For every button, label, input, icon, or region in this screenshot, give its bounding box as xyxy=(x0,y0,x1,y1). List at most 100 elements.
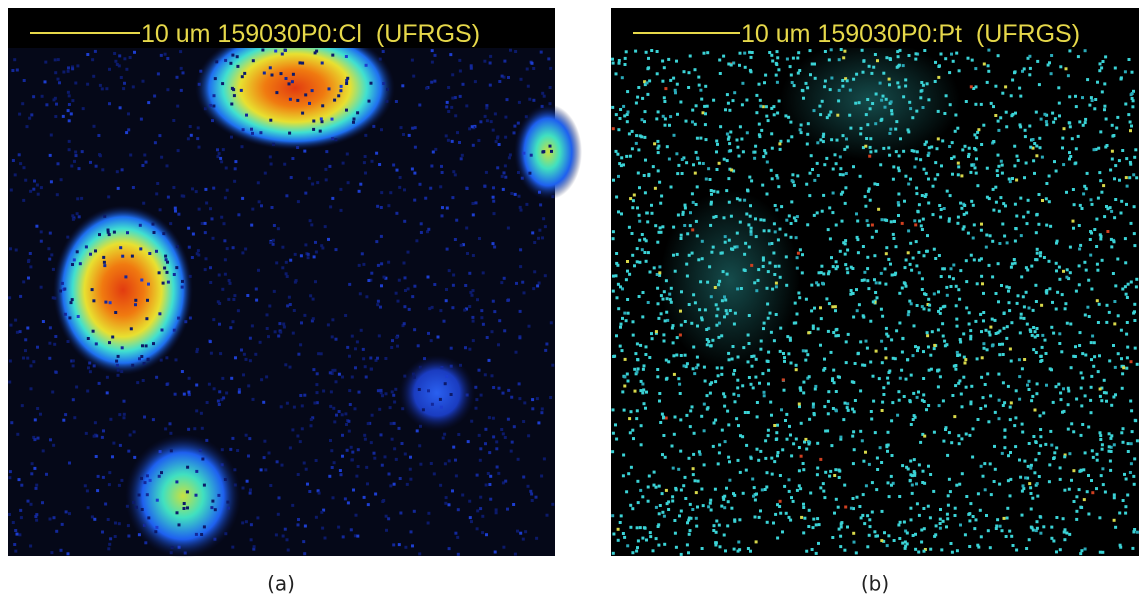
noise-dot xyxy=(447,547,451,551)
noise-dot xyxy=(394,457,398,461)
noise-dot xyxy=(787,214,791,218)
noise-dot xyxy=(229,447,233,451)
noise-dot xyxy=(667,157,671,161)
noise-dot xyxy=(212,387,216,391)
noise-dot xyxy=(747,314,751,317)
noise-dot xyxy=(932,430,936,434)
noise-dot xyxy=(971,427,975,431)
noise-dot xyxy=(158,450,162,454)
noise-dot xyxy=(837,58,841,62)
noise-dot xyxy=(1050,368,1053,372)
noise-dot xyxy=(626,110,630,114)
noise-dot xyxy=(827,270,831,274)
noise-dot xyxy=(186,137,190,141)
noise-dot xyxy=(298,440,302,444)
noise-dot xyxy=(369,367,373,371)
noise-dot xyxy=(48,517,52,521)
noise-dot xyxy=(662,339,666,343)
noise-dot xyxy=(937,404,941,408)
noise-dot xyxy=(789,222,793,225)
noise-dot xyxy=(337,94,341,98)
noise-dot xyxy=(408,467,412,471)
noise-dot xyxy=(1100,386,1104,390)
noise-dot xyxy=(1078,247,1082,251)
noise-dot xyxy=(770,413,773,417)
noise-dot xyxy=(789,518,793,522)
noise-dot xyxy=(507,298,510,302)
noise-dot xyxy=(838,155,842,159)
noise-dot xyxy=(673,519,677,522)
noise-dot xyxy=(708,265,712,269)
noise-dot xyxy=(648,531,652,535)
noise-dot xyxy=(700,547,704,550)
noise-dot xyxy=(976,543,980,547)
noise-dot xyxy=(1100,399,1104,403)
noise-dot xyxy=(1026,56,1030,60)
noise-dot xyxy=(1125,356,1129,360)
noise-dot xyxy=(834,409,838,413)
noise-dot xyxy=(624,319,628,323)
noise-dot xyxy=(317,491,321,495)
noise-dot xyxy=(269,484,273,487)
noise-dot xyxy=(1127,113,1131,117)
noise-dot xyxy=(983,462,987,466)
noise-dot xyxy=(962,332,966,336)
noise-dot xyxy=(663,123,667,127)
noise-dot xyxy=(463,308,467,312)
noise-dot xyxy=(856,219,860,223)
noise-dot xyxy=(928,303,932,307)
noise-dot xyxy=(786,335,790,339)
noise-dot xyxy=(714,541,718,545)
noise-dot xyxy=(855,495,859,499)
noise-dot xyxy=(1013,424,1017,428)
noise-dot xyxy=(749,55,753,59)
noise-dot xyxy=(967,152,971,156)
noise-dot xyxy=(337,372,341,376)
noise-dot xyxy=(158,208,162,212)
noise-dot xyxy=(102,255,106,259)
noise-dot xyxy=(975,157,978,161)
noise-dot xyxy=(419,424,422,428)
noise-dot xyxy=(1124,292,1128,296)
noise-dot xyxy=(1112,134,1116,137)
noise-dot xyxy=(502,75,506,79)
noise-dot xyxy=(213,77,217,81)
noise-dot xyxy=(671,341,675,345)
noise-dot xyxy=(1077,224,1081,227)
noise-dot xyxy=(230,376,234,380)
noise-dot xyxy=(285,275,289,278)
noise-dot xyxy=(625,372,629,376)
noise-dot xyxy=(938,517,942,521)
noise-dot xyxy=(471,213,475,217)
noise-dot xyxy=(1050,54,1054,57)
noise-dot xyxy=(881,314,885,318)
noise-dot xyxy=(68,512,71,516)
noise-dot xyxy=(1091,455,1095,459)
noise-dot xyxy=(51,390,55,394)
noise-dot xyxy=(1133,155,1137,159)
noise-dot xyxy=(383,455,387,459)
noise-dot xyxy=(764,456,768,460)
noise-dot xyxy=(1002,311,1006,315)
noise-dot xyxy=(776,238,780,242)
noise-dot xyxy=(717,451,721,455)
noise-dot xyxy=(885,332,889,336)
noise-dot xyxy=(712,98,716,102)
noise-dot xyxy=(93,517,97,521)
noise-dot xyxy=(611,61,615,65)
noise-dot xyxy=(1133,302,1137,306)
noise-dot xyxy=(122,87,126,91)
noise-dot xyxy=(500,428,504,431)
noise-dot xyxy=(997,300,1000,304)
noise-dot xyxy=(28,252,32,255)
noise-dot xyxy=(506,417,510,421)
noise-dot xyxy=(432,472,436,476)
noise-dot xyxy=(1050,325,1054,329)
noise-dot xyxy=(445,374,449,378)
noise-dot xyxy=(846,332,850,336)
noise-dot xyxy=(220,398,224,402)
noise-dot xyxy=(636,546,639,550)
noise-dot xyxy=(657,316,661,320)
noise-dot xyxy=(426,521,430,525)
noise-dot xyxy=(212,94,216,98)
